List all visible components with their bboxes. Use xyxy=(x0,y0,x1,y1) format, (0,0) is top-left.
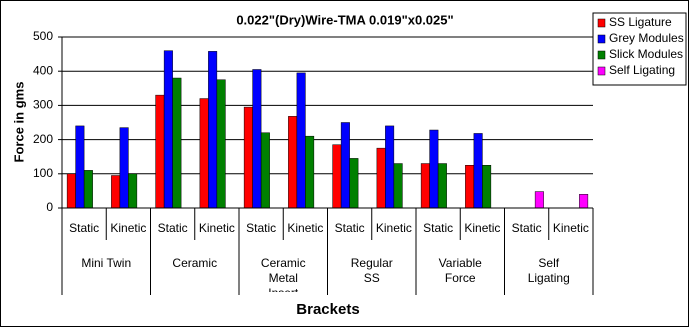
group-label: Ceramic xyxy=(172,256,218,270)
bar xyxy=(119,127,129,209)
bar xyxy=(349,158,359,209)
x-tick-label: Static xyxy=(246,221,276,235)
x-tick-label: Static xyxy=(512,221,542,235)
x-tick-label: Static xyxy=(423,221,453,235)
bar xyxy=(66,173,76,209)
group-label: Variable Force xyxy=(438,256,482,285)
bar xyxy=(465,165,475,209)
bar xyxy=(579,194,589,209)
group-label-box: Variable Force xyxy=(438,256,482,285)
x-tick-label: Kinetic xyxy=(199,221,235,235)
legend-label: Slick Modules xyxy=(609,47,683,61)
bar xyxy=(340,122,350,209)
bar xyxy=(482,165,492,209)
group-label-box: Self Ligating xyxy=(527,256,570,285)
y-tick-label: 400 xyxy=(33,63,53,77)
x-tick-label: Static xyxy=(158,221,188,235)
legend-swatch xyxy=(597,66,606,76)
bar xyxy=(208,51,218,209)
x-tick-label: Kinetic xyxy=(376,221,412,235)
legend-swatch xyxy=(597,50,606,60)
x-tick-label: Static xyxy=(69,221,99,235)
x-tick-label: Static xyxy=(335,221,365,235)
group-label: Mini Twin xyxy=(81,256,132,270)
y-tick-label: 300 xyxy=(33,98,53,112)
bar xyxy=(172,77,182,209)
x-tick-label: Kinetic xyxy=(110,221,146,235)
bar xyxy=(260,132,270,209)
bar xyxy=(243,106,253,209)
bar xyxy=(376,147,386,209)
bar xyxy=(163,50,173,209)
bar xyxy=(332,144,342,209)
bar xyxy=(393,163,403,209)
bar xyxy=(75,125,85,209)
bar xyxy=(429,129,439,209)
legend xyxy=(592,12,687,86)
group-label: Self Ligating xyxy=(527,256,570,285)
bar xyxy=(288,116,298,209)
bar xyxy=(252,69,262,209)
legend-label: Self Ligating xyxy=(609,63,675,77)
bar xyxy=(111,175,121,209)
group-label-box: Mini Twin xyxy=(81,256,132,270)
bar xyxy=(216,79,226,209)
bar xyxy=(128,173,138,209)
y-tick-label: 100 xyxy=(33,166,53,180)
y-tick-label: 500 xyxy=(33,29,53,43)
group-label: Regular SS xyxy=(350,256,393,285)
bar xyxy=(305,135,315,209)
legend-label: Grey Modules xyxy=(609,31,684,45)
x-tick-label: Kinetic xyxy=(287,221,323,235)
x-axis-title: Brackets xyxy=(296,301,359,318)
bar xyxy=(473,133,483,209)
bar xyxy=(534,191,544,209)
group-label: Ceramic Metal Insert xyxy=(260,256,306,292)
bar xyxy=(437,163,447,209)
y-axis-title: Force in gms xyxy=(11,82,26,163)
bar xyxy=(199,98,209,209)
group-label-box: Regular SS xyxy=(350,256,393,285)
y-tick-label: 0 xyxy=(46,200,53,214)
group-label-box: Ceramic Metal Insert xyxy=(260,256,306,292)
bar xyxy=(296,72,306,209)
bar xyxy=(83,170,93,209)
legend-swatch xyxy=(597,18,606,28)
bar xyxy=(385,125,395,209)
x-tick-label: Kinetic xyxy=(553,221,589,235)
y-tick-label: 200 xyxy=(33,132,53,146)
legend-swatch xyxy=(597,34,606,44)
legend-label: SS Ligature xyxy=(609,15,672,29)
chart-title: 0.022"(Dry)Wire-TMA 0.019"x0.025" xyxy=(236,12,453,27)
x-tick-label: Kinetic xyxy=(464,221,500,235)
bar xyxy=(420,163,430,209)
group-label-box: Ceramic xyxy=(172,256,218,270)
bar xyxy=(155,94,165,209)
